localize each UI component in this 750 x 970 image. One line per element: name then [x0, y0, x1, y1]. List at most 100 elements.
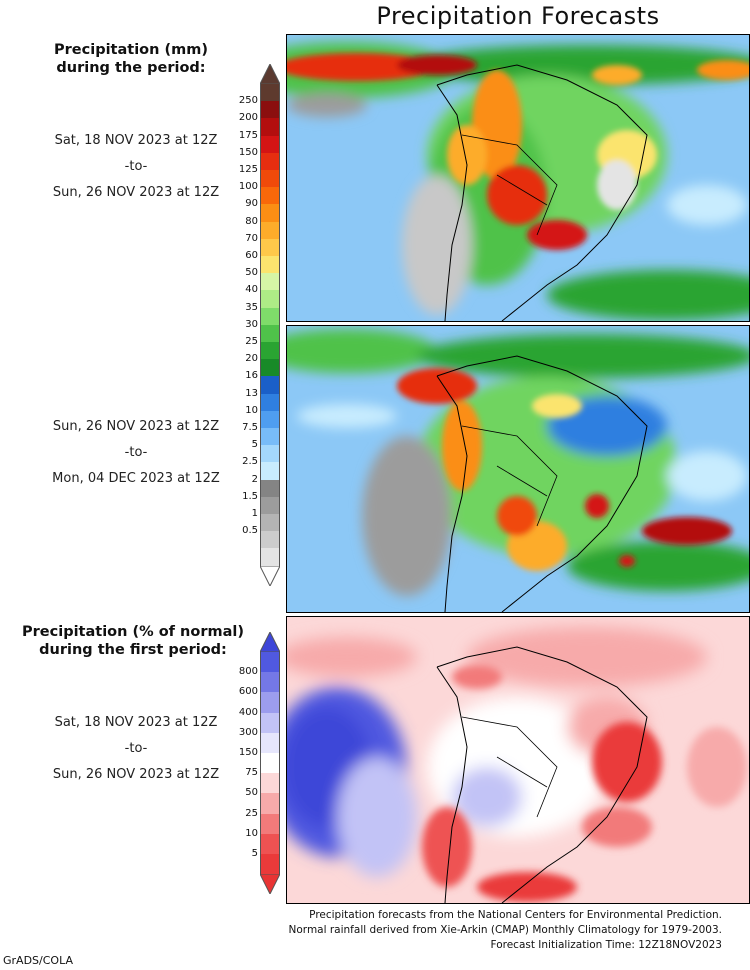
mm-legend-swatch [260, 410, 280, 428]
mm-legend-label: 30 [245, 318, 258, 330]
period-3-sep: -to- [124, 741, 148, 756]
precip-pct-legend: 800 600 400 300 150 75 50 25 10 5 [232, 632, 284, 895]
pct-legend-swatch [260, 813, 280, 834]
mm-legend-swatch [260, 221, 280, 239]
mm-legend-label: 7.5 [242, 422, 258, 433]
pct-legend-label: 50 [245, 787, 258, 799]
precip-mm-header-line2: during the period: [56, 60, 206, 76]
mm-legend-swatch [260, 376, 280, 394]
precip-pct-header-line1: Precipitation (% of normal) [22, 624, 244, 640]
period-3-end: Sun, 26 NOV 2023 at 12Z [52, 767, 220, 782]
mm-legend-swatch [260, 531, 280, 549]
mm-legend-label: 16 [245, 370, 258, 382]
pct-legend-swatch [260, 833, 280, 854]
pct-legend-swatch [260, 712, 280, 733]
mm-legend-label: 0.5 [242, 525, 258, 537]
mm-legend-swatch [260, 204, 280, 222]
forecast-map-period-2 [286, 325, 750, 613]
mm-legend-label: 1.5 [242, 490, 258, 502]
period-1-label: Sat, 18 NOV 2023 at 12Z -to- Sun, 26 NOV… [12, 128, 260, 206]
mm-legend-label: 80 [245, 215, 258, 227]
precip-pct-header: Precipitation (% of normal) during the f… [2, 623, 264, 659]
mm-legend-label: 35 [245, 301, 258, 313]
mm-legend-label: 2 [251, 473, 258, 485]
mm-legend-swatch [260, 445, 280, 463]
forecast-map-period-1 [286, 34, 750, 322]
mm-legend-swatch [260, 101, 280, 119]
mm-legend-label: 90 [245, 198, 258, 210]
pct-legend-swatch [260, 692, 280, 713]
mm-legend-swatch [260, 273, 280, 291]
pct-legend-swatch [260, 672, 280, 693]
period-3-label: Sat, 18 NOV 2023 at 12Z -to- Sun, 26 NOV… [12, 710, 260, 788]
footer-line-3: Forecast Initialization Time: 12Z18NOV20… [490, 939, 722, 951]
pct-legend-label: 400 [238, 706, 258, 718]
period-1-start: Sat, 18 NOV 2023 at 12Z [54, 133, 218, 148]
mm-legend-label: 25 [245, 336, 258, 347]
period-1-sep: -to- [124, 159, 148, 174]
pct-legend-label: 25 [245, 807, 258, 819]
mm-legend-swatch [260, 170, 280, 188]
footer-line-2: Normal rainfall derived from Xie-Arkin (… [288, 924, 722, 936]
pct-legend-label: 800 [238, 666, 258, 678]
mm-legend-label: 150 [238, 146, 258, 158]
mm-legend-swatch [260, 324, 280, 342]
pct-legend-swatch [260, 652, 280, 673]
mm-legend-label: 100 [238, 181, 258, 193]
pct-legend-swatch [260, 753, 280, 774]
period-2-end: Mon, 04 DEC 2023 at 12Z [52, 471, 220, 486]
precip-mm-legend: 250 200 175 150 125 100 90 80 70 60 50 40 35 30 25 20 16… [232, 64, 284, 594]
mm-legend-swatch [260, 548, 280, 566]
period-1-end: Sun, 26 NOV 2023 at 12Z [52, 185, 220, 200]
pct-legend-label: 300 [238, 726, 258, 738]
mm-legend-label: 10 [245, 404, 258, 416]
mm-legend-label: 13 [245, 387, 258, 399]
pct-legend-swatch [260, 732, 280, 753]
precip-mm-header: Precipitation (mm) during the period: [0, 41, 262, 77]
mm-legend-label: 250 [238, 95, 258, 107]
mm-legend-top-arrow [260, 64, 280, 84]
mm-legend-bottom-arrow [260, 565, 280, 586]
period-3-start: Sat, 18 NOV 2023 at 12Z [54, 715, 218, 730]
pct-legend-swatch [260, 854, 280, 875]
mm-legend-swatch [260, 359, 280, 377]
mm-legend-label: 50 [245, 267, 258, 279]
mm-legend-label: 5 [251, 439, 258, 451]
pct-legend-top-arrow [260, 632, 280, 652]
mm-legend-swatch [260, 428, 280, 446]
mm-legend-swatch [260, 496, 280, 514]
pct-legend-label: 10 [245, 827, 258, 839]
period-2-label: Sun, 26 NOV 2023 at 12Z -to- Mon, 04 DEC… [12, 414, 260, 492]
percent-normal-map-svg [287, 617, 749, 903]
pct-legend-swatch [260, 773, 280, 794]
mm-legend-swatch [260, 118, 280, 136]
precip-pct-header-line2: during the first period: [39, 642, 227, 658]
pct-legend-label: 75 [245, 767, 258, 779]
mm-legend-label: 175 [238, 129, 258, 141]
mm-legend-swatch [260, 84, 280, 102]
mm-legend-swatch [260, 152, 280, 170]
mm-legend-swatch [260, 307, 280, 325]
pct-legend-label: 150 [238, 747, 258, 758]
precip-mm-header-line1: Precipitation (mm) [54, 42, 208, 58]
pct-legend-label: 5 [251, 848, 258, 859]
forecast-map-1-svg [287, 35, 749, 321]
mm-legend-swatch [260, 135, 280, 153]
mm-legend-label: 60 [245, 250, 258, 261]
footer-notes: Precipitation forecasts from the Nationa… [289, 908, 722, 953]
mm-legend-label: 1 [251, 508, 258, 519]
mm-legend-swatch [260, 238, 280, 256]
mm-legend-swatch [260, 290, 280, 308]
mm-legend-label: 125 [238, 164, 258, 175]
percent-normal-map [286, 616, 750, 904]
footer-line-1: Precipitation forecasts from the Nationa… [309, 909, 722, 921]
period-2-start: Sun, 26 NOV 2023 at 12Z [52, 419, 220, 434]
pct-legend-label: 600 [238, 686, 258, 698]
pct-legend-swatch [260, 793, 280, 814]
mm-legend-label: 2.5 [242, 456, 258, 468]
grads-credit: GrADS/COLA [3, 954, 73, 967]
mm-legend-swatch [260, 514, 280, 532]
mm-legend-swatch [260, 462, 280, 480]
mm-legend-label: 200 [238, 112, 258, 124]
mm-legend-label: 40 [245, 284, 258, 296]
